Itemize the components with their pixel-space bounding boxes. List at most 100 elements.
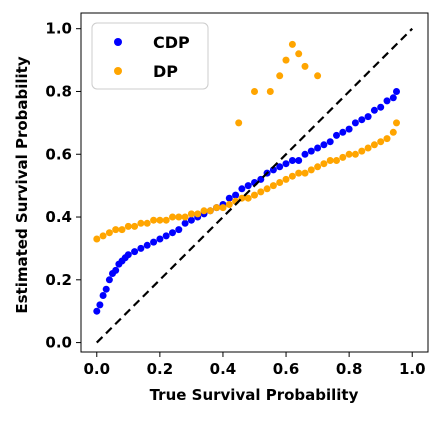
plot-area [93, 27, 414, 344]
point-dp [156, 216, 164, 224]
point-cdp [162, 232, 170, 240]
legend-label-dp: DP [153, 62, 178, 81]
point-dp [181, 213, 189, 221]
point-cdp [112, 266, 120, 274]
point-dp [251, 191, 258, 199]
legend-frame [91, 22, 209, 90]
legend-marker-cdp [114, 38, 122, 46]
point-dp [276, 179, 284, 186]
point-cdp [150, 238, 158, 246]
point-dp [301, 169, 309, 177]
y-axis-label: Estimated Survival Probability [13, 56, 31, 313]
point-cdp [102, 285, 110, 293]
point-cdp [232, 191, 240, 199]
point-cdp [364, 113, 372, 121]
point-dp [377, 138, 385, 146]
axes: 0.0 0.2 0.4 0.6 0.8 1.0 0.0 0.2 0.4 0.6 0.8 1.0 [45, 12, 429, 378]
point-dp [383, 135, 391, 143]
point-cdp [244, 182, 252, 190]
point-dp [266, 88, 274, 95]
point-cdp [301, 150, 309, 158]
point-dp [244, 194, 252, 202]
x-tick-label: 0.8 [336, 360, 363, 378]
point-dp [251, 88, 258, 95]
point-cdp [326, 138, 334, 146]
point-dp [263, 185, 271, 193]
point-dp [143, 219, 151, 227]
point-cdp [389, 94, 397, 102]
point-cdp [93, 307, 101, 315]
point-dp [307, 166, 315, 174]
point-cdp [383, 97, 391, 105]
point-dp [257, 188, 265, 196]
y-tick-label: 0.4 [45, 208, 72, 226]
point-cdp [105, 276, 113, 284]
point-cdp [137, 244, 145, 252]
point-cdp [333, 131, 340, 139]
point-cdp [351, 119, 359, 127]
legend: CDP DP [91, 22, 209, 90]
point-dp [175, 213, 183, 221]
point-dp [118, 226, 126, 234]
point-dp [364, 144, 372, 152]
point-cdp [131, 248, 139, 256]
point-dp [235, 119, 243, 127]
point-dp [295, 169, 303, 177]
point-cdp [345, 125, 353, 133]
point-dp [288, 40, 296, 48]
point-dp [282, 175, 290, 183]
point-dp [314, 72, 322, 80]
point-dp [112, 226, 120, 234]
x-tick-label: 0.4 [210, 360, 237, 378]
point-dp [389, 128, 397, 136]
point-dp [345, 150, 353, 158]
point-dp [276, 72, 284, 80]
point-cdp [99, 292, 107, 299]
point-cdp [169, 229, 176, 237]
x-tick-label: 0.2 [147, 360, 174, 378]
y-tick-label: 0.6 [45, 145, 72, 163]
point-cdp [307, 147, 315, 155]
point-dp [339, 153, 347, 161]
point-cdp [370, 106, 378, 114]
point-cdp [181, 219, 189, 227]
point-dp [187, 210, 195, 218]
point-dp [351, 150, 359, 158]
point-cdp [269, 166, 277, 174]
point-cdp [238, 185, 246, 193]
x-tick-label: 0.0 [83, 360, 110, 378]
point-cdp [393, 88, 400, 95]
point-dp [162, 216, 170, 224]
point-cdp [377, 103, 385, 111]
point-dp [370, 141, 378, 149]
point-dp [99, 232, 107, 240]
point-dp [137, 219, 145, 227]
point-dp [131, 222, 139, 230]
legend-marker-dp [114, 67, 122, 75]
point-dp [150, 216, 158, 224]
point-dp [169, 213, 176, 221]
point-dp [288, 172, 296, 180]
point-dp [93, 235, 101, 243]
point-cdp [320, 141, 328, 149]
y-tick-label: 0.8 [45, 82, 72, 100]
y-tick-label: 1.0 [45, 20, 72, 38]
point-cdp [225, 194, 233, 202]
point-dp [225, 201, 233, 208]
point-cdp [358, 116, 366, 124]
point-dp [219, 204, 227, 212]
point-dp [269, 182, 277, 190]
point-cdp [314, 144, 322, 152]
y-tick-label: 0.2 [45, 271, 72, 289]
x-tick-label: 0.6 [273, 360, 300, 378]
point-dp [393, 119, 400, 127]
point-cdp [339, 128, 347, 136]
point-dp [213, 204, 221, 212]
point-dp [206, 207, 214, 215]
point-cdp [276, 163, 284, 171]
point-dp [320, 160, 328, 168]
point-cdp [96, 301, 104, 309]
point-cdp [282, 160, 290, 168]
point-cdp [295, 157, 303, 164]
